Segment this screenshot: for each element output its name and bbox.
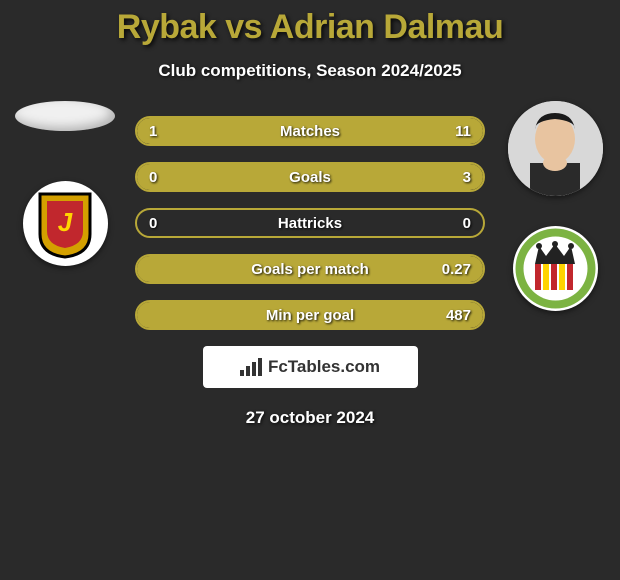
stat-value-right: 0 — [463, 210, 471, 236]
club-badge-left: J — [23, 181, 108, 266]
shield-icon: J — [35, 189, 95, 259]
person-icon — [508, 101, 603, 196]
club-badge-right — [513, 226, 598, 311]
stat-row: 0Goals3 — [135, 162, 485, 192]
player-avatar-left — [15, 101, 115, 131]
brand-label: FcTables.com — [268, 357, 380, 377]
right-player-column — [500, 101, 610, 311]
chart-icon — [240, 358, 262, 376]
stat-value-right: 0.27 — [442, 256, 471, 282]
svg-text:J: J — [58, 207, 73, 237]
stat-value-right: 11 — [455, 118, 471, 144]
stat-row: Min per goal487 — [135, 300, 485, 330]
brand-badge[interactable]: FcTables.com — [203, 346, 418, 388]
stat-value-right: 3 — [463, 164, 471, 190]
stat-label: Matches — [137, 118, 483, 144]
stat-label: Goals — [137, 164, 483, 190]
subtitle: Club competitions, Season 2024/2025 — [0, 61, 620, 81]
crest-icon — [513, 226, 598, 311]
stat-label: Goals per match — [137, 256, 483, 282]
stat-label: Hattricks — [137, 210, 483, 236]
player-avatar-right — [508, 101, 603, 196]
date-label: 27 october 2024 — [0, 408, 620, 428]
comparison-panel: J — [0, 116, 620, 428]
page-title: Rybak vs Adrian Dalmau — [0, 8, 620, 47]
stat-row: 1Matches11 — [135, 116, 485, 146]
stat-value-right: 487 — [446, 302, 471, 328]
stat-row: Goals per match0.27 — [135, 254, 485, 284]
stat-label: Min per goal — [137, 302, 483, 328]
left-player-column: J — [10, 101, 120, 266]
stats-list: 1Matches110Goals30Hattricks0Goals per ma… — [135, 116, 485, 330]
stat-row: 0Hattricks0 — [135, 208, 485, 238]
